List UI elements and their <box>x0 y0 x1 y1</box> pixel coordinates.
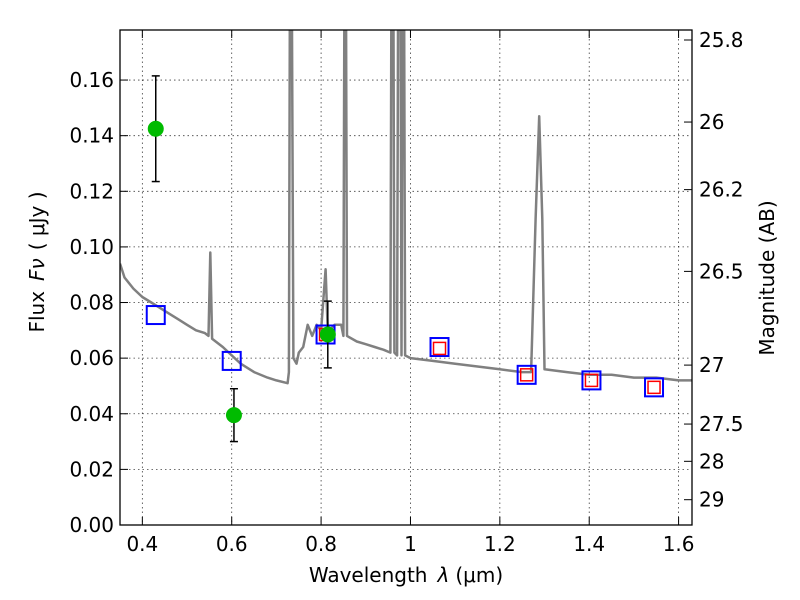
axis-ticks: 0.4 0.6 0.8 1 1.2 1.4 1.6 0.00 0.02 0.04 0.06 0.08 0… <box>69 28 743 556</box>
x-axis-unit: (μm) <box>455 563 503 587</box>
y-tick-label: 0.08 <box>69 291 114 315</box>
x-tick-label: 1.4 <box>573 532 605 556</box>
red-square-marker <box>432 341 447 356</box>
y-axis-label: Flux Fν ( μJy ) <box>25 191 49 332</box>
x-tick-label: 1.6 <box>663 532 695 556</box>
y2-tick-label: 27.5 <box>699 412 744 436</box>
plot-area <box>120 30 692 443</box>
x-tick-label: 1.2 <box>484 532 516 556</box>
y-tick-label: 0.16 <box>69 68 114 92</box>
y-tick-label: 0.10 <box>69 235 114 259</box>
blue-square-marker <box>644 377 665 398</box>
x-axis-label-text: Wavelength <box>309 563 428 587</box>
y2-tick-label: 26 <box>699 110 724 134</box>
y2-tick-label: 27 <box>699 353 724 377</box>
blue-square-marker <box>581 370 602 391</box>
blue-square-marker <box>516 364 537 385</box>
y2-tick-label: 29 <box>699 488 724 512</box>
blue-square-marker <box>221 350 242 371</box>
y2-axis-label: Magnitude (AB) <box>755 200 779 355</box>
red-square-marker <box>647 380 661 395</box>
red-square-marker <box>519 368 534 382</box>
x-tick-label: 0.4 <box>126 532 158 556</box>
plot-frame <box>119 29 693 526</box>
y-tick-label: 0.14 <box>69 124 114 148</box>
y-tick-label: 0.02 <box>69 457 114 481</box>
y-tick-label: 0.06 <box>69 346 114 370</box>
green-data-point <box>319 326 336 343</box>
x-tick-label: 1 <box>404 532 417 556</box>
y-axis-label-text: Flux <box>25 291 49 333</box>
x-tick-label: 0.6 <box>216 532 248 556</box>
x-axis-label: Wavelength λ (μm) <box>309 563 503 587</box>
green-data-point <box>225 407 242 424</box>
x-tick-label: 0.8 <box>305 532 337 556</box>
blue-square-marker <box>429 337 450 358</box>
y-axis-unit: ( μJy ) <box>25 191 49 250</box>
y2-tick-label: 26.5 <box>699 259 744 283</box>
y2-tick-label: 25.8 <box>699 28 744 52</box>
y2-tick-label: 28 <box>699 449 724 473</box>
y-tick-label: 0.00 <box>69 513 114 537</box>
y2-tick-label: 26.2 <box>699 178 744 202</box>
x-axis-symbol: λ <box>437 563 450 587</box>
y-tick-label: 0.12 <box>69 179 114 203</box>
blue-square-marker <box>145 305 166 326</box>
green-data-point <box>147 120 164 137</box>
red-square-marker <box>584 373 599 388</box>
grid-lines <box>120 30 692 526</box>
model-spectrum-line <box>120 30 692 385</box>
y-tick-label: 0.04 <box>69 402 114 426</box>
y-axis-symbol: Fν <box>25 258 49 281</box>
